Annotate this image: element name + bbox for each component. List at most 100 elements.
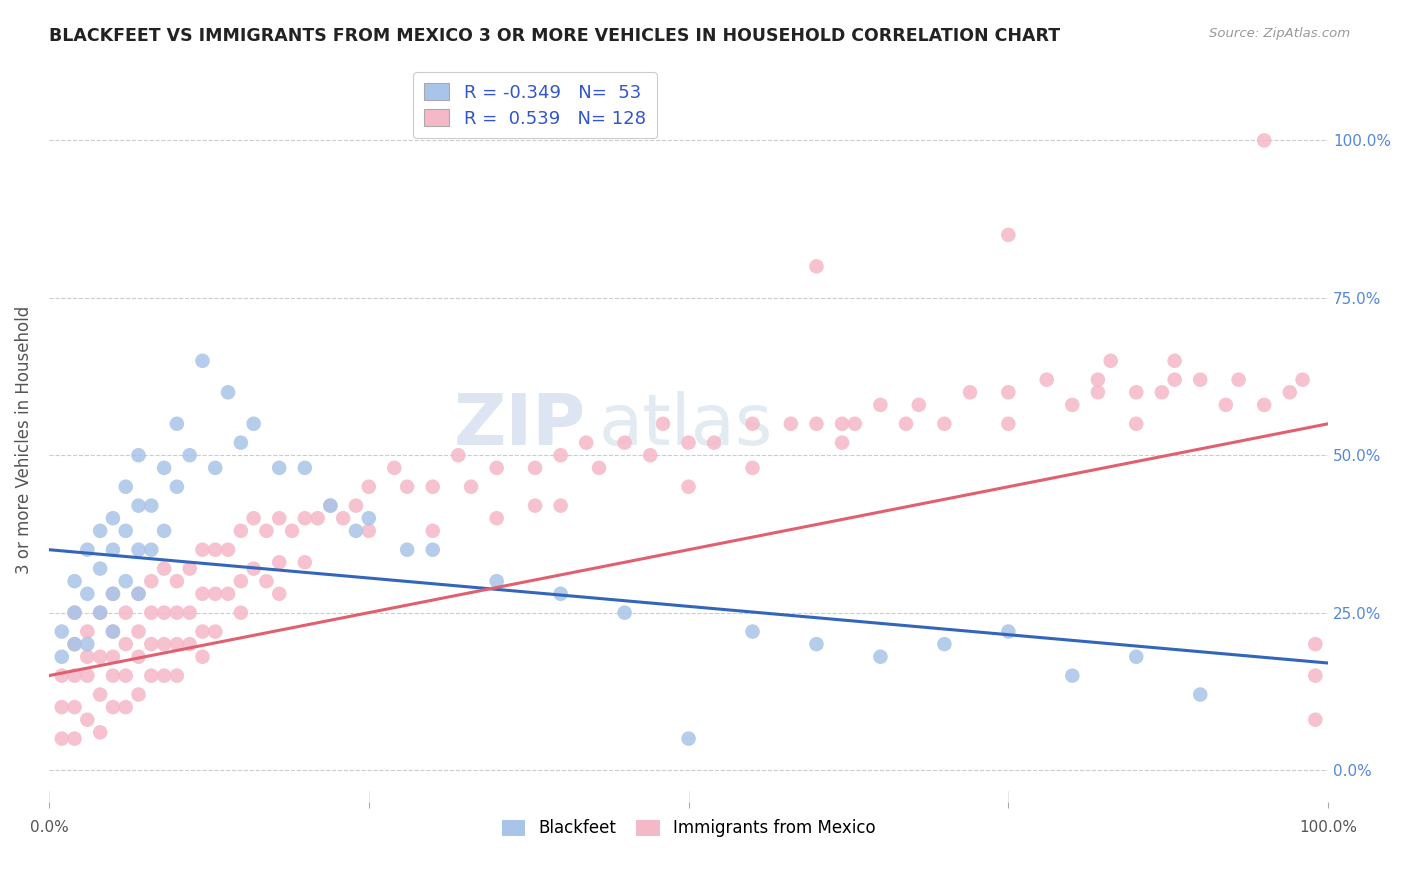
Point [63, 606, 86, 620]
Point [269, 460, 291, 475]
Point [1291, 373, 1313, 387]
Point [831, 435, 853, 450]
Point [1163, 373, 1185, 387]
Point [613, 606, 636, 620]
Point [76, 624, 98, 639]
Point [1087, 385, 1109, 400]
Point [141, 574, 163, 589]
Point [806, 260, 828, 274]
Point [1099, 353, 1122, 368]
Point [153, 668, 176, 682]
Point [101, 511, 124, 525]
Point [254, 574, 277, 589]
Point [1215, 398, 1237, 412]
Point [63, 606, 86, 620]
Point [281, 524, 304, 538]
Point [485, 574, 508, 589]
Point [63, 637, 86, 651]
Point [357, 524, 380, 538]
Point [179, 561, 201, 575]
Point [357, 511, 380, 525]
Point [1125, 417, 1147, 431]
Point [1278, 385, 1301, 400]
Text: BLACKFEET VS IMMIGRANTS FROM MEXICO 3 OR MORE VEHICLES IN HOUSEHOLD CORRELATION : BLACKFEET VS IMMIGRANTS FROM MEXICO 3 OR… [49, 27, 1060, 45]
Point [141, 606, 163, 620]
Point [1305, 713, 1327, 727]
Point [894, 417, 917, 431]
Point [101, 624, 124, 639]
Point [1189, 373, 1212, 387]
Point [934, 417, 956, 431]
Point [869, 398, 891, 412]
Point [76, 713, 98, 727]
Point [128, 499, 150, 513]
Point [114, 668, 136, 682]
Point [204, 542, 226, 557]
Point [229, 606, 252, 620]
Point [613, 435, 636, 450]
Point [166, 637, 188, 651]
Point [382, 460, 405, 475]
Point [1062, 668, 1084, 682]
Point [51, 649, 73, 664]
Point [741, 417, 763, 431]
Point [307, 511, 329, 525]
Point [422, 524, 444, 538]
Text: ZIP: ZIP [454, 391, 586, 459]
Point [128, 542, 150, 557]
Point [997, 624, 1019, 639]
Point [141, 637, 163, 651]
Point [166, 417, 188, 431]
Point [76, 542, 98, 557]
Point [153, 637, 176, 651]
Point [1125, 385, 1147, 400]
Point [344, 499, 367, 513]
Point [229, 435, 252, 450]
Point [114, 700, 136, 714]
Point [141, 499, 163, 513]
Point [396, 542, 419, 557]
Point [114, 606, 136, 620]
Point [217, 385, 239, 400]
Point [485, 511, 508, 525]
Point [166, 606, 188, 620]
Point [101, 649, 124, 664]
Point [191, 587, 214, 601]
Point [1163, 353, 1185, 368]
Point [524, 499, 547, 513]
Point [229, 574, 252, 589]
Point [1227, 373, 1250, 387]
Point [869, 649, 891, 664]
Point [76, 668, 98, 682]
Point [217, 542, 239, 557]
Text: Source: ZipAtlas.com: Source: ZipAtlas.com [1209, 27, 1350, 40]
Point [76, 587, 98, 601]
Point [550, 587, 572, 601]
Point [191, 353, 214, 368]
Point [114, 524, 136, 538]
Point [76, 649, 98, 664]
Point [63, 574, 86, 589]
Point [959, 385, 981, 400]
Point [294, 511, 316, 525]
Point [678, 480, 700, 494]
Point [101, 542, 124, 557]
Point [269, 587, 291, 601]
Point [128, 688, 150, 702]
Point [89, 524, 111, 538]
Point [806, 637, 828, 651]
Point [485, 460, 508, 475]
Point [89, 606, 111, 620]
Point [1305, 637, 1327, 651]
Point [166, 668, 188, 682]
Point [114, 574, 136, 589]
Point [153, 524, 176, 538]
Point [114, 637, 136, 651]
Point [128, 587, 150, 601]
Point [101, 587, 124, 601]
Point [179, 637, 201, 651]
Point [269, 511, 291, 525]
Point [997, 385, 1019, 400]
Point [741, 624, 763, 639]
Point [101, 624, 124, 639]
